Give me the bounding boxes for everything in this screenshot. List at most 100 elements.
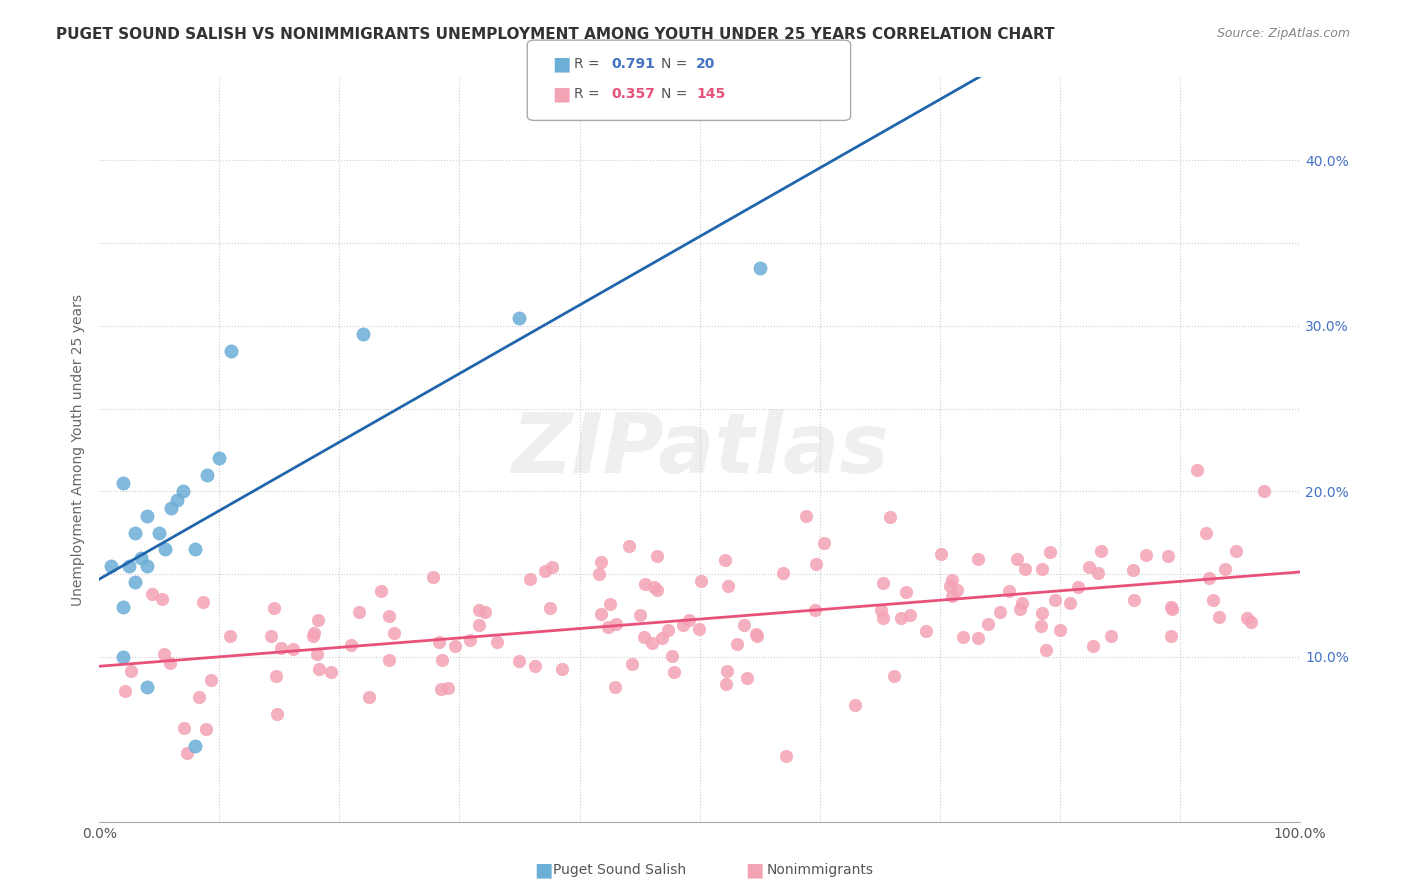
Point xyxy=(263,601,285,615)
Point xyxy=(890,611,912,625)
Point xyxy=(218,629,240,643)
Point xyxy=(952,630,974,644)
Point xyxy=(378,608,401,623)
Point xyxy=(603,680,626,694)
Point xyxy=(153,542,176,557)
Point xyxy=(645,549,668,564)
Point xyxy=(427,634,450,648)
Point xyxy=(1087,566,1109,581)
Point xyxy=(508,310,530,325)
Point xyxy=(733,618,755,632)
Point xyxy=(422,569,444,583)
Point xyxy=(118,558,141,573)
Point xyxy=(737,671,759,685)
Point xyxy=(430,682,453,697)
Point xyxy=(430,653,453,667)
Point xyxy=(136,558,159,573)
Point xyxy=(1160,629,1182,643)
Point xyxy=(872,575,894,590)
Point xyxy=(1010,601,1032,615)
Point xyxy=(588,566,610,581)
Point xyxy=(281,642,304,657)
Point xyxy=(966,631,988,645)
Point xyxy=(634,577,657,591)
Point xyxy=(988,605,1011,619)
Point xyxy=(120,664,142,678)
Point xyxy=(1014,561,1036,575)
Point xyxy=(508,654,530,668)
Point xyxy=(538,600,561,615)
Point xyxy=(124,525,146,540)
Point xyxy=(307,647,329,661)
Point xyxy=(591,607,613,622)
Text: ■: ■ xyxy=(553,84,571,103)
Point xyxy=(153,647,176,661)
Point xyxy=(929,547,952,561)
Point xyxy=(150,591,173,606)
Point xyxy=(744,626,766,640)
Point xyxy=(643,580,665,594)
Point xyxy=(946,583,969,598)
Point xyxy=(266,707,288,722)
Point xyxy=(359,690,381,704)
Point xyxy=(1236,611,1258,625)
Text: Source: ZipAtlas.com: Source: ZipAtlas.com xyxy=(1216,27,1350,40)
Point xyxy=(1067,580,1090,594)
Point xyxy=(136,509,159,524)
Point xyxy=(219,343,242,358)
Text: ZIPatlas: ZIPatlas xyxy=(510,409,889,491)
Point xyxy=(941,573,963,587)
Point xyxy=(1198,571,1220,585)
Point xyxy=(377,652,399,666)
Point xyxy=(208,451,231,466)
Point xyxy=(188,690,211,705)
Point xyxy=(690,574,713,589)
Point xyxy=(605,616,627,631)
Point xyxy=(591,555,613,569)
Point xyxy=(1005,552,1028,566)
Point xyxy=(1099,629,1122,643)
Point xyxy=(688,623,710,637)
Point xyxy=(883,669,905,683)
Y-axis label: Unemployment Among Youth under 25 years: Unemployment Among Youth under 25 years xyxy=(72,294,86,606)
Point xyxy=(813,536,835,550)
Point xyxy=(967,552,990,566)
Text: 20: 20 xyxy=(696,57,716,71)
Point xyxy=(1011,596,1033,610)
Point xyxy=(896,584,918,599)
Point xyxy=(166,492,188,507)
Point xyxy=(200,673,222,687)
Point xyxy=(1195,526,1218,541)
Point xyxy=(941,590,963,604)
Point xyxy=(112,600,135,615)
Point xyxy=(844,698,866,712)
Point xyxy=(302,629,325,643)
Point xyxy=(617,539,640,553)
Point xyxy=(914,624,936,638)
Point xyxy=(1160,602,1182,616)
Point xyxy=(596,620,619,634)
Point xyxy=(662,665,685,679)
Point xyxy=(148,525,170,540)
Point xyxy=(775,749,797,764)
Point xyxy=(523,659,546,673)
Point xyxy=(1122,593,1144,607)
Text: ■: ■ xyxy=(745,860,763,880)
Point xyxy=(651,631,673,645)
Point xyxy=(714,677,737,691)
Point xyxy=(352,327,374,342)
Point xyxy=(349,605,371,619)
Point xyxy=(1185,462,1208,476)
Point xyxy=(184,739,207,754)
Point xyxy=(645,582,668,597)
Point xyxy=(1225,544,1247,558)
Text: N =: N = xyxy=(661,57,692,71)
Point xyxy=(474,605,496,619)
Point xyxy=(172,484,194,499)
Point xyxy=(1090,544,1112,558)
Point xyxy=(100,558,122,573)
Point xyxy=(1083,639,1105,653)
Point xyxy=(173,721,195,735)
Point xyxy=(900,608,922,623)
Point xyxy=(1031,562,1053,576)
